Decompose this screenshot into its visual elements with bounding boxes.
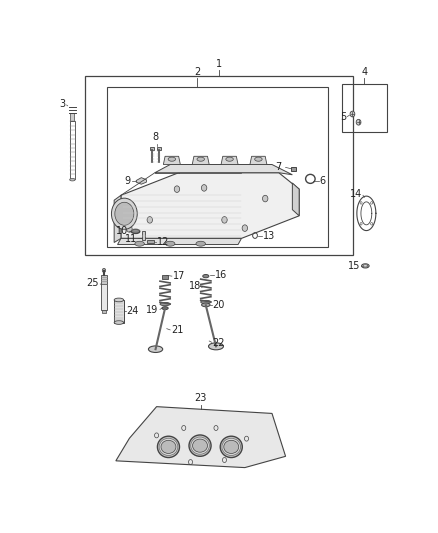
Polygon shape	[192, 156, 209, 165]
Text: 9: 9	[125, 175, 131, 185]
Ellipse shape	[208, 343, 223, 350]
Text: 10: 10	[116, 227, 128, 237]
Circle shape	[127, 225, 132, 232]
Ellipse shape	[197, 157, 205, 161]
Ellipse shape	[168, 157, 176, 161]
Ellipse shape	[166, 241, 175, 246]
Circle shape	[174, 186, 180, 192]
Text: 14: 14	[350, 189, 362, 199]
Ellipse shape	[224, 440, 239, 454]
Text: 3: 3	[60, 99, 66, 109]
Ellipse shape	[222, 438, 240, 456]
Bar	[142, 231, 145, 240]
Bar	[114, 300, 124, 322]
Ellipse shape	[159, 438, 178, 456]
Bar	[71, 113, 74, 120]
Bar	[156, 147, 161, 150]
Ellipse shape	[70, 179, 75, 181]
Text: 5: 5	[340, 112, 346, 122]
Text: 2: 2	[194, 67, 201, 77]
Polygon shape	[114, 195, 121, 243]
Ellipse shape	[201, 301, 211, 304]
Bar	[101, 284, 107, 310]
Polygon shape	[250, 156, 267, 165]
Ellipse shape	[196, 241, 205, 246]
Circle shape	[356, 119, 361, 125]
Text: 6: 6	[320, 176, 325, 187]
Ellipse shape	[114, 321, 124, 325]
Bar	[162, 276, 169, 279]
Text: 17: 17	[173, 271, 185, 281]
Text: 16: 16	[215, 270, 227, 280]
Ellipse shape	[189, 435, 211, 456]
Text: 21: 21	[171, 325, 183, 335]
Text: 8: 8	[153, 132, 159, 142]
Circle shape	[222, 216, 227, 223]
Circle shape	[350, 111, 355, 117]
Text: 25: 25	[86, 278, 99, 288]
Text: 20: 20	[212, 300, 225, 310]
Circle shape	[111, 198, 137, 229]
Bar	[150, 147, 154, 150]
Circle shape	[147, 216, 152, 223]
Ellipse shape	[131, 229, 140, 233]
Text: 13: 13	[263, 230, 275, 240]
Ellipse shape	[254, 157, 262, 161]
Ellipse shape	[135, 241, 145, 246]
Ellipse shape	[193, 439, 208, 452]
Polygon shape	[221, 156, 238, 165]
Text: 19: 19	[146, 305, 159, 315]
Circle shape	[201, 184, 207, 191]
Text: 23: 23	[194, 393, 207, 403]
Ellipse shape	[203, 274, 209, 278]
Ellipse shape	[148, 346, 162, 352]
Bar	[102, 310, 106, 313]
Text: 15: 15	[347, 261, 360, 271]
Ellipse shape	[160, 302, 170, 306]
Bar	[101, 276, 107, 284]
Bar	[85, 76, 353, 255]
Text: 24: 24	[127, 306, 139, 316]
Polygon shape	[117, 238, 241, 245]
Text: 4: 4	[361, 67, 367, 77]
Text: 7: 7	[275, 161, 282, 172]
Bar	[147, 240, 154, 243]
Circle shape	[102, 268, 106, 272]
Polygon shape	[136, 177, 146, 184]
Ellipse shape	[201, 303, 210, 306]
Polygon shape	[293, 183, 299, 216]
Polygon shape	[155, 165, 293, 175]
Ellipse shape	[162, 306, 168, 310]
Text: 11: 11	[125, 234, 137, 244]
Circle shape	[242, 225, 247, 231]
Ellipse shape	[114, 298, 124, 302]
Ellipse shape	[220, 436, 242, 457]
Ellipse shape	[191, 437, 209, 454]
Ellipse shape	[157, 436, 180, 457]
Text: 12: 12	[156, 237, 169, 247]
Bar	[291, 166, 296, 171]
Polygon shape	[121, 173, 299, 238]
Polygon shape	[116, 407, 286, 467]
Text: 18: 18	[188, 280, 201, 290]
Circle shape	[115, 202, 134, 225]
Ellipse shape	[161, 440, 176, 454]
Polygon shape	[163, 156, 180, 165]
Ellipse shape	[226, 157, 233, 161]
Bar	[342, 84, 387, 132]
Text: 22: 22	[212, 338, 225, 348]
Text: 1: 1	[216, 59, 223, 69]
Bar	[107, 86, 328, 247]
Circle shape	[262, 195, 268, 202]
Bar	[70, 120, 75, 179]
